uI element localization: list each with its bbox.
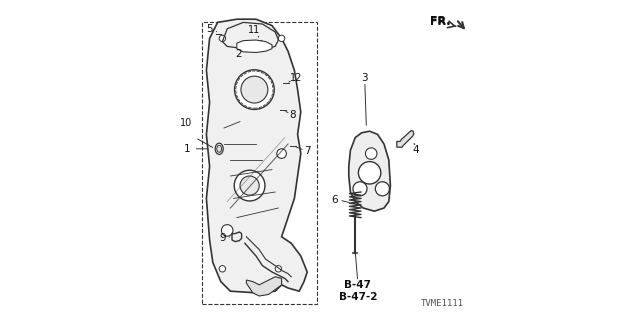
Circle shape [277,149,287,158]
Circle shape [219,35,226,42]
Text: 4: 4 [413,145,419,156]
Circle shape [375,182,390,196]
Text: B-47
B-47-2: B-47 B-47-2 [339,280,377,302]
Polygon shape [206,19,307,293]
Circle shape [240,176,259,195]
Text: 1: 1 [184,144,191,154]
Text: 6: 6 [331,195,338,205]
Circle shape [358,162,381,184]
Circle shape [365,148,377,159]
Polygon shape [397,131,414,147]
Circle shape [275,266,282,272]
Polygon shape [349,131,390,211]
Circle shape [278,35,285,42]
Text: 9: 9 [219,233,226,244]
Circle shape [221,225,233,236]
Bar [202,22,317,304]
Text: 8: 8 [289,110,296,120]
Text: 5: 5 [206,24,213,34]
Text: TVME1111: TVME1111 [421,300,464,308]
Ellipse shape [215,143,223,155]
Text: 2: 2 [235,49,242,60]
Text: FR.: FR. [429,17,456,28]
Circle shape [353,182,367,196]
Polygon shape [246,277,282,296]
Ellipse shape [217,145,221,152]
Text: 3: 3 [362,73,368,84]
Circle shape [279,106,287,115]
Circle shape [241,76,268,103]
Circle shape [219,266,226,272]
Text: 7: 7 [305,146,311,156]
Circle shape [289,141,297,150]
Circle shape [234,70,274,109]
Text: 11: 11 [248,25,260,36]
Text: 10: 10 [180,118,193,128]
Circle shape [256,37,262,43]
Text: FR.: FR. [430,16,451,26]
Circle shape [234,170,265,201]
Polygon shape [237,40,272,52]
Circle shape [282,79,291,87]
Circle shape [214,29,223,38]
Text: 12: 12 [290,73,302,84]
